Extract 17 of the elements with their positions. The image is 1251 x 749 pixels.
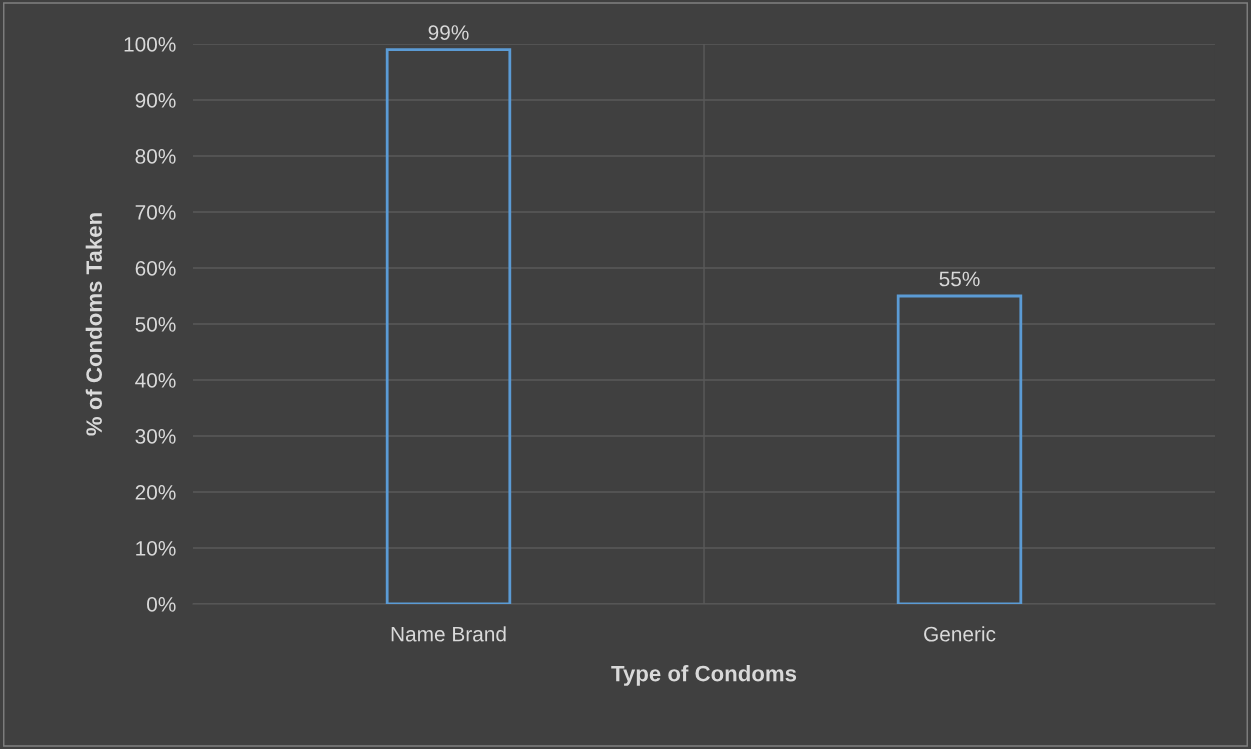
y-tick-label: 0%	[147, 597, 176, 612]
x-tick-label: Generic	[924, 626, 996, 642]
y-tick-label: 100%	[124, 37, 176, 52]
x-tick-label: Name Brand	[391, 626, 506, 642]
y-tick-label: 30%	[135, 429, 176, 444]
y-tick-label: 50%	[135, 317, 176, 332]
y-tick-label: 80%	[135, 149, 176, 164]
data-label: 99%	[428, 25, 469, 40]
y-axis-title: % of Condoms Taken	[85, 213, 102, 436]
y-tick-label: 20%	[135, 485, 176, 500]
data-label: 55%	[939, 271, 980, 287]
y-tick-label: 70%	[135, 205, 176, 220]
y-tick-label: 10%	[136, 541, 176, 556]
y-tick-label: 60%	[135, 261, 176, 276]
y-tick-label: 90%	[135, 93, 176, 108]
x-axis-title: Type of Condoms	[611, 665, 797, 686]
y-tick-label: 40%	[135, 373, 176, 388]
